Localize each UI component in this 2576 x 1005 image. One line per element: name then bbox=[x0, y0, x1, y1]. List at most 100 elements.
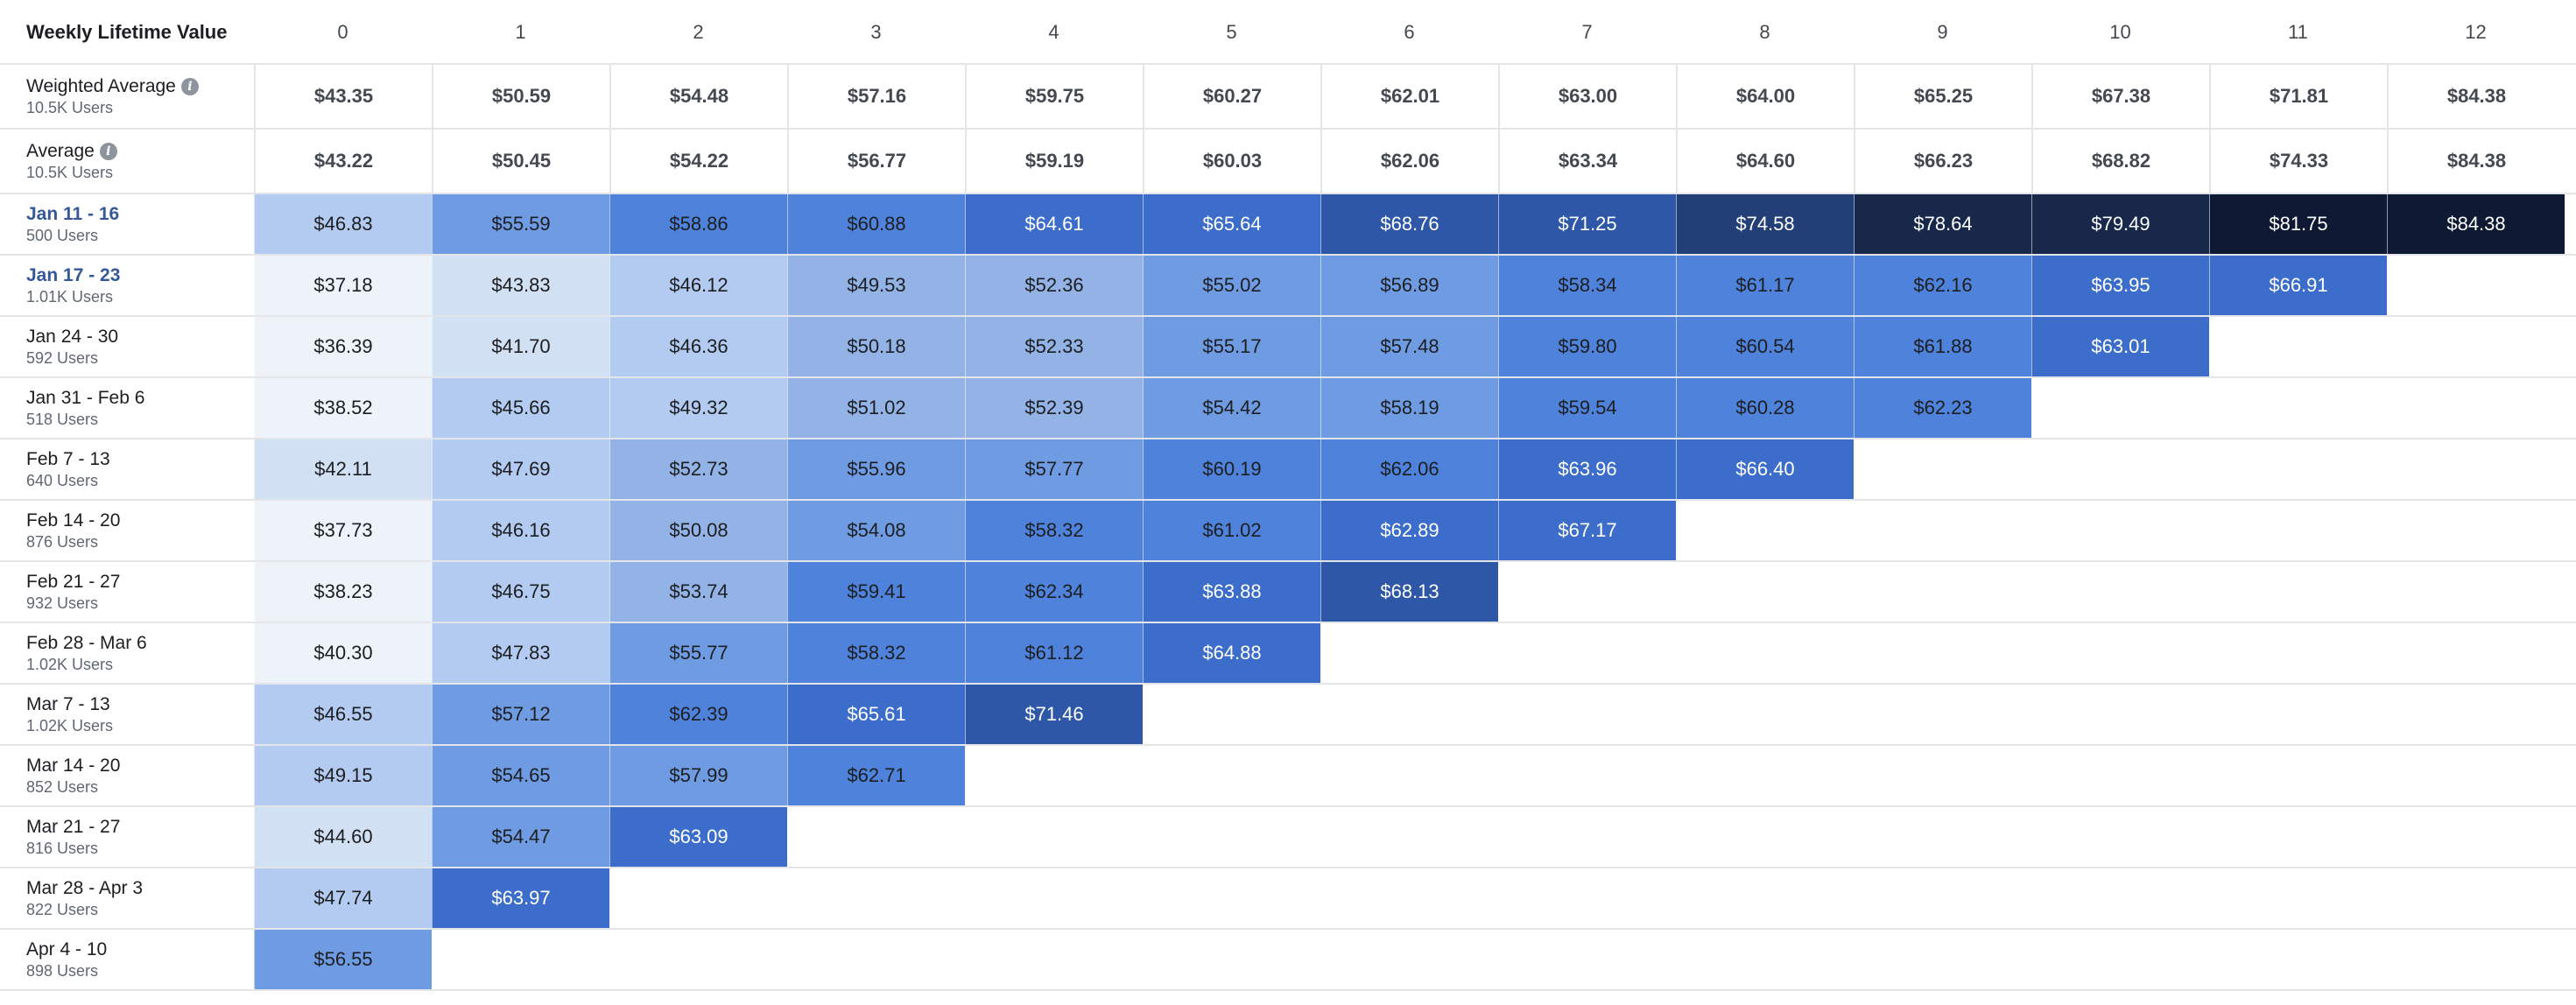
cohort-cell[interactable]: $62.16 bbox=[1854, 256, 2031, 315]
cohort-cell[interactable]: $66.91 bbox=[2209, 256, 2387, 315]
cohort-cell[interactable]: $58.19 bbox=[1320, 378, 1498, 438]
cohort-cell[interactable]: $54.08 bbox=[787, 501, 965, 560]
column-header-3[interactable]: 3 bbox=[870, 21, 882, 43]
cohort-cell[interactable]: $55.17 bbox=[1143, 317, 1320, 376]
cohort-cell[interactable]: $84.38 bbox=[2387, 194, 2565, 254]
cohort-cell[interactable]: $57.12 bbox=[432, 685, 609, 744]
cohort-cell[interactable]: $47.83 bbox=[432, 623, 609, 683]
cohort-cell[interactable]: $49.15 bbox=[254, 746, 432, 805]
cohort-cell[interactable]: $59.41 bbox=[787, 562, 965, 622]
cohort-cell[interactable]: $55.02 bbox=[1143, 256, 1320, 315]
cohort-cell[interactable]: $68.13 bbox=[1320, 562, 1498, 622]
cohort-cell[interactable]: $58.34 bbox=[1498, 256, 1676, 315]
cohort-cell[interactable]: $63.88 bbox=[1143, 562, 1320, 622]
cohort-cell[interactable]: $62.89 bbox=[1320, 501, 1498, 560]
cohort-cell[interactable]: $45.66 bbox=[432, 378, 609, 438]
cohort-cell[interactable]: $81.75 bbox=[2209, 194, 2387, 254]
cohort-cell[interactable]: $66.40 bbox=[1676, 439, 1854, 499]
cohort-cell[interactable]: $47.69 bbox=[432, 439, 609, 499]
cohort-cell[interactable]: $56.55 bbox=[254, 930, 432, 989]
cohort-cell[interactable]: $62.23 bbox=[1854, 378, 2031, 438]
cohort-cell[interactable]: $62.71 bbox=[787, 746, 965, 805]
row-label[interactable]: Jan 17 - 23 1.01K Users bbox=[26, 256, 245, 315]
cohort-cell[interactable]: $46.75 bbox=[432, 562, 609, 622]
column-header-4[interactable]: 4 bbox=[1048, 21, 1059, 43]
cohort-cell[interactable]: $56.89 bbox=[1320, 256, 1498, 315]
cohort-cell[interactable]: $38.23 bbox=[254, 562, 432, 622]
cohort-cell[interactable]: $55.59 bbox=[432, 194, 609, 254]
cohort-cell[interactable]: $63.96 bbox=[1498, 439, 1676, 499]
cohort-cell[interactable]: $64.61 bbox=[965, 194, 1143, 254]
cohort-cell[interactable]: $58.86 bbox=[609, 194, 787, 254]
cohort-cell[interactable]: $67.17 bbox=[1498, 501, 1676, 560]
cohort-cell[interactable]: $37.18 bbox=[254, 256, 432, 315]
cohort-cell[interactable]: $46.55 bbox=[254, 685, 432, 744]
row-label-title[interactable]: Jan 11 - 16 bbox=[26, 204, 120, 224]
cohort-cell[interactable]: $58.32 bbox=[787, 623, 965, 683]
cohort-cell[interactable]: $55.96 bbox=[787, 439, 965, 499]
cohort-cell[interactable]: $54.65 bbox=[432, 746, 609, 805]
cohort-cell[interactable]: $54.42 bbox=[1143, 378, 1320, 438]
cohort-cell[interactable]: $60.54 bbox=[1676, 317, 1854, 376]
column-header-2[interactable]: 2 bbox=[693, 21, 704, 43]
cohort-cell[interactable]: $60.19 bbox=[1143, 439, 1320, 499]
cohort-cell[interactable]: $74.58 bbox=[1676, 194, 1854, 254]
cohort-cell[interactable]: $46.36 bbox=[609, 317, 787, 376]
cohort-cell[interactable]: $59.54 bbox=[1498, 378, 1676, 438]
column-header-5[interactable]: 5 bbox=[1226, 21, 1237, 43]
cohort-cell[interactable]: $57.99 bbox=[609, 746, 787, 805]
cohort-cell[interactable]: $62.06 bbox=[1320, 439, 1498, 499]
cohort-cell[interactable]: $49.53 bbox=[787, 256, 965, 315]
cohort-cell[interactable]: $78.64 bbox=[1854, 194, 2031, 254]
cohort-cell[interactable]: $63.95 bbox=[2031, 256, 2209, 315]
cohort-cell[interactable]: $61.88 bbox=[1854, 317, 2031, 376]
cohort-cell[interactable]: $61.12 bbox=[965, 623, 1143, 683]
cohort-cell[interactable]: $68.76 bbox=[1320, 194, 1498, 254]
cohort-cell[interactable]: $49.32 bbox=[609, 378, 787, 438]
column-header-6[interactable]: 6 bbox=[1404, 21, 1415, 43]
cohort-cell[interactable]: $62.39 bbox=[609, 685, 787, 744]
cohort-cell[interactable]: $57.77 bbox=[965, 439, 1143, 499]
cohort-cell[interactable]: $60.28 bbox=[1676, 378, 1854, 438]
cohort-cell[interactable]: $61.02 bbox=[1143, 501, 1320, 560]
row-label[interactable]: Jan 11 - 16 500 Users bbox=[26, 194, 245, 254]
cohort-cell[interactable]: $63.09 bbox=[609, 807, 787, 867]
cohort-cell[interactable]: $37.73 bbox=[254, 501, 432, 560]
cohort-cell[interactable]: $63.97 bbox=[432, 868, 609, 928]
cohort-cell[interactable]: $40.30 bbox=[254, 623, 432, 683]
row-label-title[interactable]: Jan 17 - 23 bbox=[26, 265, 121, 285]
cohort-cell[interactable]: $57.48 bbox=[1320, 317, 1498, 376]
cohort-cell[interactable]: $42.11 bbox=[254, 439, 432, 499]
cohort-cell[interactable]: $50.18 bbox=[787, 317, 965, 376]
column-header-7[interactable]: 7 bbox=[1581, 21, 1593, 43]
cohort-cell[interactable]: $52.73 bbox=[609, 439, 787, 499]
cohort-cell[interactable]: $46.16 bbox=[432, 501, 609, 560]
cohort-cell[interactable]: $52.36 bbox=[965, 256, 1143, 315]
cohort-cell[interactable]: $79.49 bbox=[2031, 194, 2209, 254]
cohort-cell[interactable]: $46.12 bbox=[609, 256, 787, 315]
cohort-cell[interactable]: $63.01 bbox=[2031, 317, 2209, 376]
cohort-cell[interactable]: $59.80 bbox=[1498, 317, 1676, 376]
column-header-9[interactable]: 9 bbox=[1937, 21, 1948, 43]
cohort-cell[interactable]: $60.88 bbox=[787, 194, 965, 254]
cohort-cell[interactable]: $52.33 bbox=[965, 317, 1143, 376]
cohort-cell[interactable]: $41.70 bbox=[432, 317, 609, 376]
cohort-cell[interactable]: $61.17 bbox=[1676, 256, 1854, 315]
cohort-cell[interactable]: $71.46 bbox=[965, 685, 1143, 744]
column-header-8[interactable]: 8 bbox=[1759, 21, 1770, 43]
column-header-0[interactable]: 0 bbox=[337, 21, 348, 43]
cohort-cell[interactable]: $53.74 bbox=[609, 562, 787, 622]
cohort-cell[interactable]: $54.47 bbox=[432, 807, 609, 867]
column-header-10[interactable]: 10 bbox=[2109, 21, 2131, 43]
info-icon[interactable]: i bbox=[99, 143, 117, 160]
cohort-cell[interactable]: $43.83 bbox=[432, 256, 609, 315]
info-icon[interactable]: i bbox=[180, 78, 199, 95]
cohort-cell[interactable]: $71.25 bbox=[1498, 194, 1676, 254]
column-header-11[interactable]: 11 bbox=[2288, 21, 2308, 43]
cohort-cell[interactable]: $62.34 bbox=[965, 562, 1143, 622]
column-header-12[interactable]: 12 bbox=[2465, 21, 2487, 43]
cohort-cell[interactable]: $51.02 bbox=[787, 378, 965, 438]
cohort-cell[interactable]: $64.88 bbox=[1143, 623, 1320, 683]
cohort-cell[interactable]: $38.52 bbox=[254, 378, 432, 438]
column-header-1[interactable]: 1 bbox=[515, 21, 526, 43]
